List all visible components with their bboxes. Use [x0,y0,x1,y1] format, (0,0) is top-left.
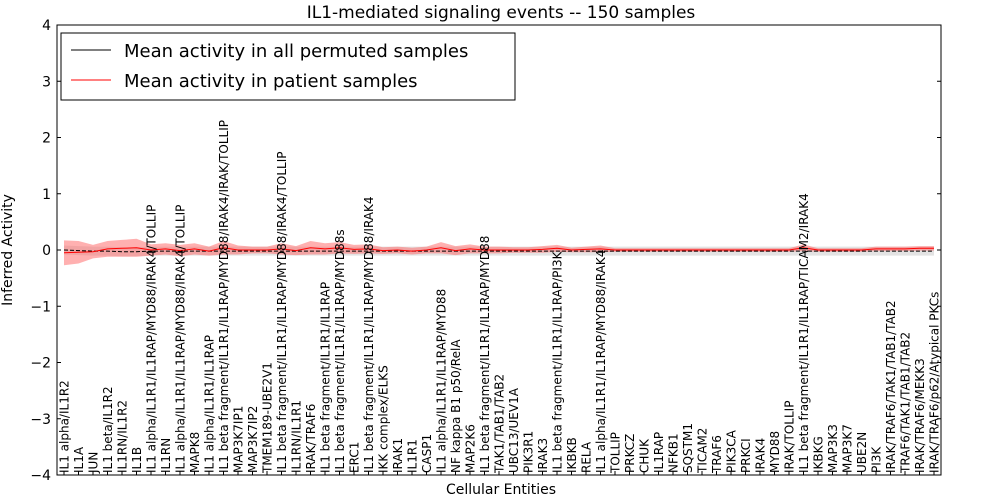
legend: Mean activity in all permuted samples Me… [60,32,516,101]
x-tick-label: PIK3R1 [522,431,536,473]
y-tick-label: −2 [30,356,51,372]
patient-band [64,238,934,266]
x-tick-label: IRAK/TRAF6/TAK1/TAB1/TAB2 [884,300,898,473]
x-tick-label: IL1RN/IL1R1 [290,400,304,473]
x-tick-label: IL1 beta fragment/IL1R1/IL1RAP/MYD88 [478,236,492,473]
x-tick-label: MAPK8 [188,432,202,473]
x-tick-label: IKBKB [565,437,579,473]
x-tick-label: IL1RN [159,438,173,473]
x-tick-label: IL1R1 [406,439,420,473]
y-tick-label: 2 [42,131,51,147]
x-tick-label: PIK3CA [725,429,739,473]
x-tick-label: JUN [87,452,101,474]
x-tick-label: MAP3K7IP2 [246,406,260,473]
x-tick-label: TAK1/TAB1/TAB2 [493,374,507,474]
x-tick-label: IRAK4 [754,438,768,473]
x-axis-label: Cellular Entities [446,482,556,498]
legend-box [60,32,516,101]
x-tick-label: CASP1 [420,434,434,473]
legend-label-permuted: Mean activity in all permuted samples [124,41,468,62]
x-tick-label: TRAF6/TAK1/TAB1/TAB2 [899,332,913,474]
x-tick-label: SQSTM1 [681,423,695,473]
x-tick-label: IKBKG [812,436,826,473]
x-tick-label: MAP3K3 [826,424,840,473]
x-tick-label: NF kappa B1 p50/RelA [449,339,463,473]
x-tick-label: PRKCI [739,438,753,473]
x-tick-label: IRAK3 [536,438,550,473]
x-tick-label: TMEM189-UBE2V1 [261,362,275,474]
x-tick-label: MAP2K6 [464,424,478,473]
chart-title: IL1-mediated signaling events -- 150 sam… [307,3,696,23]
patient-mean-line [63,247,934,254]
x-tick-label: IL1 beta fragment/IL1R1/IL1RAP/PI3K [551,250,565,473]
x-tick-label: IRAK/TOLLIP [783,401,797,473]
legend-label-patient: Mean activity in patient samples [124,71,418,92]
x-tick-label: ERC1 [348,442,362,473]
x-tick-label: IRAK/TRAF6 [304,404,318,473]
x-tick-label: MAP3K7IP1 [232,406,246,473]
x-tick-label: IKK complex/ELKS [377,365,391,473]
x-tick-label: IRAK/TRAF6/p62/Atypical PKCs [928,292,942,473]
x-tick-label: CHUK [638,438,652,473]
x-tick-label: IL1 beta fragment/IL1R1/IL1RAP/TICAM2/IR… [797,193,811,473]
y-axis-label: Inferred Activity [0,194,16,306]
y-tick-label: −3 [30,412,51,428]
x-tick-label: UBE2N [855,432,869,473]
y-tick-label: −1 [30,299,51,315]
x-tick-label: IRAK1 [391,438,405,473]
x-tick-label: IL1 beta fragment/IL1R1/IL1RAP [319,282,333,473]
x-tick-label: IL1 alpha/IL1R1/IL1RAP/MYD88/IRAK4/TOLLI… [174,205,188,473]
x-tick-label: IL1 alpha/IL1R1/IL1RAP/MYD88 [435,289,449,473]
x-tick-label: IRAK/TRAF6/MEKK3 [913,358,927,473]
x-tick-label: IL1 alpha/IL1R2 [58,380,72,473]
x-tick-label: MYD88 [768,431,782,473]
x-tick-label: RELA [580,441,594,473]
x-tick-label: IL1 alpha/IL1R1/IL1RAP [203,335,217,473]
x-tick-label: IL1 alpha/IL1R1/IL1RAP/MYD88/IRAK4 [594,250,608,473]
x-tick-label: PI3K [870,446,884,473]
x-tick-label: PRKCZ [623,434,637,473]
x-tick-label: TICAM2 [696,428,710,474]
x-tick-label: IL1A [72,446,86,473]
x-tick-label: IL1RAP [652,432,666,473]
y-tick-label: 1 [42,187,51,203]
y-tick-label: −4 [30,468,51,484]
x-tick-label: UBC13/UEV1A [507,387,521,473]
y-tick-label: 3 [42,74,51,90]
x-tick-label: IL1 beta fragment/IL1R1/IL1RAP/MYD88s [333,229,347,473]
x-tick-label: IL1RN/IL1R2 [116,400,130,473]
x-axis-ticks: IL1 alpha/IL1R2 IL1A JUN IL1 beta/IL1R2 IL1R… [58,120,942,475]
x-tick-label: IL1B [130,447,144,473]
x-tick-label: IL1 beta fragment/IL1R1/IL1RAP/MYD88/IRA… [275,152,289,473]
x-tick-label: TRAF6 [710,435,724,474]
x-tick-label: IL1 alpha/IL1R1/IL1RAP/MYD88/IRAK4/TOLLI… [145,205,159,473]
plot-area [63,238,934,266]
x-tick-label: IL1 beta fragment/IL1R1/IL1RAP/MYD88/IRA… [362,196,376,473]
x-tick-label: NFKB1 [667,433,681,473]
y-axis-ticks: 4 3 2 1 0 −1 −2 −3 −4 [30,18,941,484]
y-tick-label: 0 [42,243,51,259]
x-tick-label: IL1 beta fragment/IL1R1/IL1RAP/MYD88/IRA… [217,120,231,473]
x-tick-label: TOLLIP [609,432,623,474]
x-tick-label: MAP3K7 [841,424,855,473]
y-tick-label: 4 [42,18,51,34]
x-tick-label: IL1 beta/IL1R2 [101,386,115,473]
